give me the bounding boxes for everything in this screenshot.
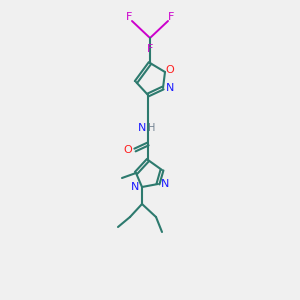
Text: O: O [166, 65, 174, 75]
Text: F: F [147, 44, 153, 54]
Text: N: N [166, 83, 174, 93]
Text: O: O [124, 145, 132, 155]
Text: N: N [138, 123, 146, 133]
Text: H: H [148, 123, 156, 133]
Text: F: F [126, 12, 132, 22]
Text: N: N [131, 182, 139, 192]
Text: N: N [161, 179, 169, 189]
Text: F: F [168, 12, 174, 22]
